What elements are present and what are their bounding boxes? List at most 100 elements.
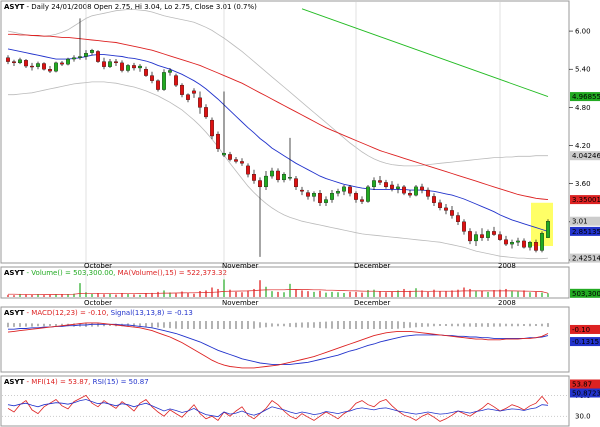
price-candle-body xyxy=(90,50,94,53)
price-candle-body xyxy=(66,58,70,65)
macd-legend-macd: - MACD(12,23) = -0.10, xyxy=(24,309,108,317)
osc-header-symbol: ASYT xyxy=(4,378,25,386)
price-candle-body xyxy=(378,180,382,183)
price-value-label: 2.42514 xyxy=(572,255,600,263)
price-candle-body xyxy=(240,161,244,164)
price-panel-frame xyxy=(0,0,570,264)
price-candle-body xyxy=(522,240,526,248)
price-candle-body xyxy=(360,199,364,202)
price-candle-body xyxy=(516,240,520,243)
price-candle-body xyxy=(246,165,250,175)
price-candle-body xyxy=(258,180,262,188)
price-value-label-bg xyxy=(570,151,600,161)
price-candle-body xyxy=(306,192,310,197)
price-candle-body xyxy=(264,175,268,188)
price-candle-body xyxy=(210,119,214,137)
macd-series-layer: -0.10 -0.13151 xyxy=(7,321,600,369)
price-value-label: 3.35001 xyxy=(572,196,600,204)
price-candle-body xyxy=(546,221,550,238)
price-candle-body xyxy=(432,196,436,203)
price-candle-body xyxy=(336,191,340,194)
price-candle-body xyxy=(282,174,286,181)
price-value-label: 4.04246 xyxy=(572,152,600,160)
price-candle-body xyxy=(330,193,334,200)
price-ytick-label: 3.60 xyxy=(575,180,591,188)
price-ma-short-line xyxy=(7,48,549,232)
macd-header: ASYT - MACD(12,23) = -0.10, Signal(13,13… xyxy=(4,309,193,317)
price-candle-body xyxy=(486,231,490,238)
price-candle-body xyxy=(42,63,46,70)
price-candle-body xyxy=(450,210,454,216)
price-band-lower-line xyxy=(8,81,549,260)
price-candle-body xyxy=(456,215,460,222)
price-candle-body xyxy=(324,199,328,203)
price-candle-body xyxy=(288,177,292,179)
price-candle-body xyxy=(480,234,484,238)
price-candle-body xyxy=(126,65,130,71)
price-value-label-bg xyxy=(570,226,600,236)
price-month-label: October xyxy=(84,262,112,270)
price-candle-body xyxy=(186,94,190,100)
price-candle-body xyxy=(498,234,502,240)
price-candle-body xyxy=(300,189,304,192)
volume-legend-ma: MA(Volume(),15) = 522,373.32 xyxy=(115,269,227,277)
price-candle-body xyxy=(24,60,28,67)
volume-month-label: 2008 xyxy=(498,299,516,307)
price-month-label: December xyxy=(354,262,390,270)
price-candle-body xyxy=(60,62,64,65)
price-candle-body xyxy=(468,231,472,242)
price-ytick-label: 4.80 xyxy=(575,104,591,112)
price-ytick-label: 5.40 xyxy=(575,66,591,74)
price-candle-body xyxy=(156,80,160,90)
macd-legend-signal: Signal(13,13,8) = -0.13 xyxy=(108,309,192,317)
price-ma-mid-line xyxy=(8,33,549,201)
osc-value-label: 53.87 xyxy=(572,381,592,389)
volume-month-label: October xyxy=(84,299,112,307)
price-month-label: 2008 xyxy=(498,262,516,270)
price-band-upper-line xyxy=(7,9,548,167)
volume-header: ASYT - Volume() = 503,300.00, MA(Volume(… xyxy=(4,269,227,277)
price-candle-body xyxy=(174,75,178,86)
price-candle-body xyxy=(414,186,418,196)
price-candle-body xyxy=(372,180,376,188)
price-candle-body xyxy=(132,65,136,69)
price-candle-body xyxy=(198,97,202,108)
price-candle-body xyxy=(168,70,172,73)
macd-value-label-bg xyxy=(570,337,600,347)
price-candle-body xyxy=(150,75,154,81)
price-candle-body xyxy=(354,193,358,200)
price-candle-body xyxy=(534,242,538,251)
macd-value-label: -0.13151 xyxy=(572,338,600,346)
price-value-label: 2.85135 xyxy=(572,228,600,236)
price-candle-body xyxy=(504,239,508,245)
price-value-label-bg xyxy=(570,253,600,263)
price-candle-body xyxy=(444,207,448,211)
price-candle-body xyxy=(342,186,346,192)
price-candle-body xyxy=(72,57,76,60)
price-ma-long-line xyxy=(301,8,549,97)
price-ytick-label: 4.20 xyxy=(575,142,591,150)
price-candle-body xyxy=(294,178,298,188)
volume-value-label: 503,300 xyxy=(572,290,600,298)
price-candle-body xyxy=(384,182,388,188)
macd-value-label-bg xyxy=(570,324,600,334)
price-candle-body xyxy=(252,174,256,181)
osc-reference-label: 30.0 xyxy=(575,413,591,421)
volume-legend-volume: - Volume() = 503,300.00, xyxy=(24,269,115,277)
osc-legend-rsi: RSI(15) = 50.87 xyxy=(90,378,148,386)
price-value-label-bg xyxy=(570,92,600,102)
price-candle-body xyxy=(48,69,52,72)
volume-month-label: December xyxy=(354,299,390,307)
price-candle-body xyxy=(510,242,514,245)
price-value-label-bg xyxy=(570,195,600,205)
volume-panel-frame xyxy=(0,266,570,299)
osc-value-label-bg xyxy=(570,388,600,398)
price-candle-body xyxy=(528,242,532,248)
macd-signal-line xyxy=(8,323,549,365)
price-header-symbol: ASYT xyxy=(4,3,25,11)
price-candle-body xyxy=(54,62,58,72)
price-candle-body xyxy=(30,65,34,68)
price-candle-body xyxy=(492,231,496,235)
price-candle-body xyxy=(84,53,88,57)
